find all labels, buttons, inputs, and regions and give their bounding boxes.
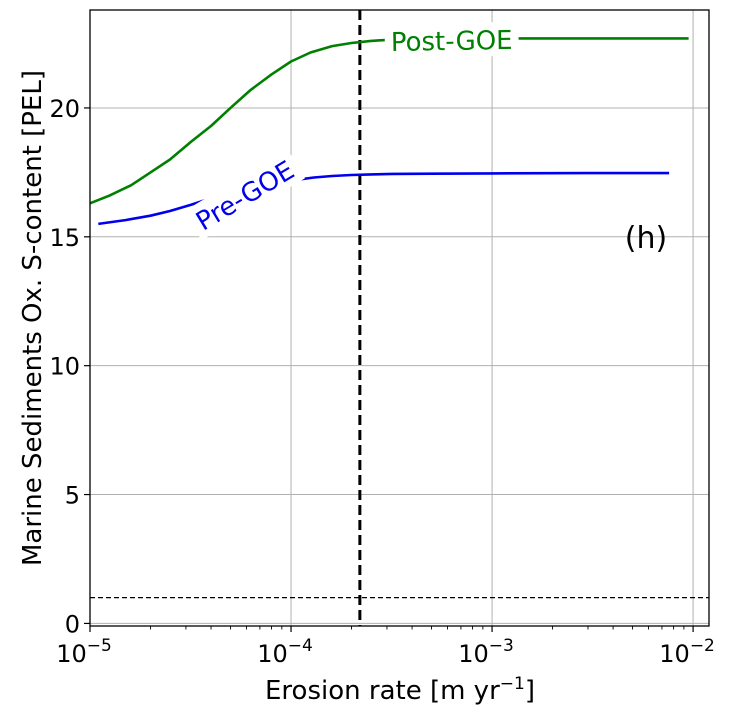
x-tick-label-exp: −5 <box>87 636 112 656</box>
x-tick-label-base: 10 <box>56 640 87 668</box>
panel-label: (h) <box>625 221 667 256</box>
y-axis-label: Marine Sediments Ox. S-content [PEL] <box>18 70 48 566</box>
x-axis-label-end: ] <box>525 676 535 706</box>
reference-lines <box>90 10 709 626</box>
y-tick-label: 5 <box>65 482 80 510</box>
y-tick-label: 0 <box>65 610 80 638</box>
minor-ticks <box>150 626 685 630</box>
x-tick-label: 10−4 <box>257 636 313 668</box>
x-tick-label: 10−3 <box>458 636 514 668</box>
x-axis-label-sup: −1 <box>500 674 525 694</box>
curve-label-background <box>384 21 519 59</box>
x-tick-label-base: 10 <box>659 640 690 668</box>
curve-label-text: Post-GOE <box>391 26 513 58</box>
x-tick-label-exp: −4 <box>288 636 313 656</box>
x-tick-label-base: 10 <box>257 640 288 668</box>
x-tick-labels: 10−5 10−4 10−3 10−2 <box>56 636 715 668</box>
y-tick-label: 20 <box>49 95 80 123</box>
x-tick-label-exp: −3 <box>489 636 514 656</box>
y-tick-labels: 0 5 10 15 20 <box>49 95 80 638</box>
x-tick-label: 10−5 <box>56 636 112 668</box>
x-tick-label-exp: −2 <box>690 636 715 656</box>
x-tick-label: 10−2 <box>659 636 715 668</box>
curve-label-post-goe: Post-GOE <box>384 21 519 59</box>
y-tick-label: 15 <box>49 224 80 252</box>
major-ticks <box>84 107 694 632</box>
curve-label-background <box>183 149 305 241</box>
plot-frame <box>89 9 710 627</box>
x-tick-label-base: 10 <box>458 640 489 668</box>
x-axis-label-main: Erosion rate [m yr <box>265 676 500 706</box>
y-tick-label: 10 <box>49 353 80 381</box>
x-axis-label: Erosion rate [m yr−1] <box>265 674 535 706</box>
